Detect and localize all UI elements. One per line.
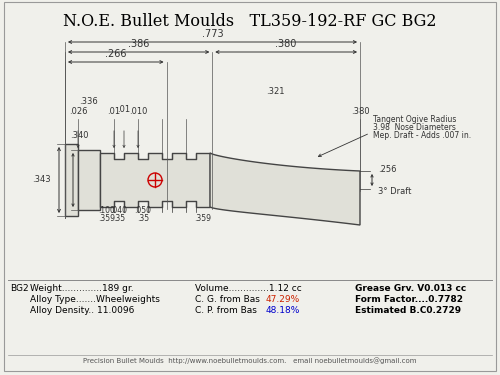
Text: .35: .35	[137, 214, 149, 223]
Text: .01: .01	[108, 107, 120, 116]
Text: .050: .050	[134, 206, 152, 215]
Text: .380: .380	[350, 107, 370, 116]
Text: 48.18%: 48.18%	[266, 306, 300, 315]
Text: Mep. Draft - Adds .007 in.: Mep. Draft - Adds .007 in.	[373, 131, 471, 140]
Text: .380: .380	[276, 39, 297, 49]
Text: Alloy Type.......Wheelweights: Alloy Type.......Wheelweights	[30, 295, 160, 304]
Text: C. G. from Bas: C. G. from Bas	[195, 295, 260, 304]
Text: 47.29%: 47.29%	[266, 295, 300, 304]
Polygon shape	[65, 144, 78, 216]
Text: .266: .266	[105, 49, 126, 59]
Text: Estimated B.C0.2729: Estimated B.C0.2729	[355, 306, 461, 315]
Text: 3° Draft: 3° Draft	[378, 186, 412, 195]
Text: .359: .359	[194, 214, 212, 223]
Polygon shape	[210, 153, 360, 225]
Text: .336: .336	[78, 97, 98, 106]
Text: .386: .386	[128, 39, 150, 49]
Text: N.O.E. Bullet Moulds   TL359-192-RF GC BG2: N.O.E. Bullet Moulds TL359-192-RF GC BG2	[63, 13, 437, 30]
Text: .010: .010	[129, 107, 147, 116]
Text: Precision Bullet Moulds  http://www.noebulletmoulds.com.   email noebulletmoulds: Precision Bullet Moulds http://www.noebu…	[83, 357, 417, 364]
Text: .343: .343	[32, 176, 51, 184]
Text: .01: .01	[118, 105, 130, 114]
Text: .321: .321	[266, 87, 284, 96]
Text: C. P. from Bas: C. P. from Bas	[195, 306, 257, 315]
Polygon shape	[78, 150, 100, 210]
Text: .35: .35	[113, 214, 125, 223]
Text: .026: .026	[69, 107, 87, 116]
Text: .359: .359	[98, 214, 116, 223]
Text: Volume..............1.12 cc: Volume..............1.12 cc	[195, 284, 302, 293]
Text: Tangent Ogive Radius: Tangent Ogive Radius	[373, 115, 456, 124]
Polygon shape	[100, 153, 210, 207]
Text: Grease Grv. V0.013 cc: Grease Grv. V0.013 cc	[355, 284, 466, 293]
Text: Form Factor....0.7782: Form Factor....0.7782	[355, 295, 463, 304]
Text: .100: .100	[98, 206, 116, 215]
Text: .773: .773	[202, 29, 224, 39]
Text: 3.98  Nose Diameters: 3.98 Nose Diameters	[373, 123, 456, 132]
Text: .256: .256	[378, 165, 396, 174]
Text: BG2: BG2	[10, 284, 29, 293]
Text: .340: .340	[70, 131, 88, 140]
Text: .040: .040	[110, 206, 128, 215]
Text: Weight..............189 gr.: Weight..............189 gr.	[30, 284, 134, 293]
Text: Alloy Density.. 11.0096: Alloy Density.. 11.0096	[30, 306, 134, 315]
